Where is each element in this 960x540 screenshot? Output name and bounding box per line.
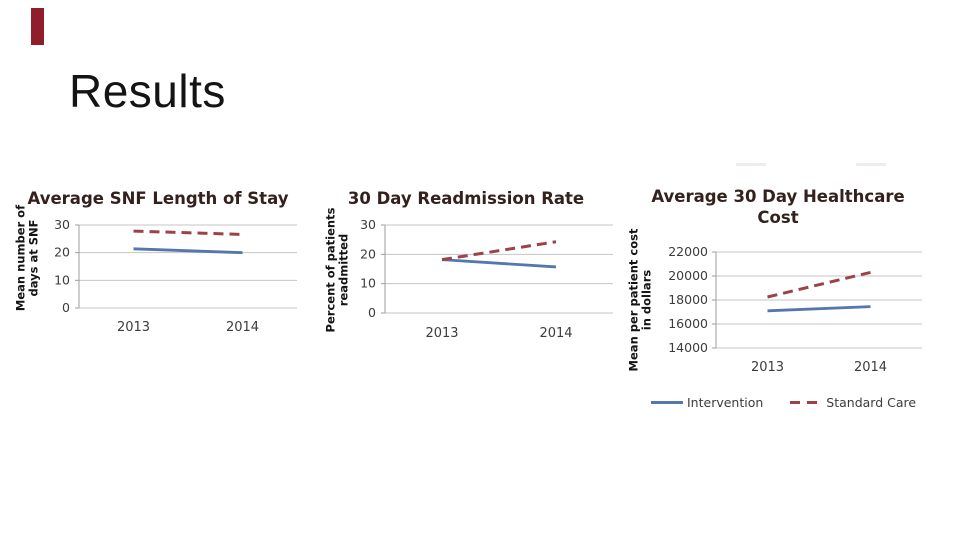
intervention-line-swatch: [651, 401, 683, 404]
artifact-smudge: [736, 163, 766, 166]
y-tick-label: 20: [54, 245, 70, 260]
y-tick-label: 10: [360, 276, 376, 291]
y-axis-title: in dollars: [640, 270, 654, 331]
chart-legend: Intervention Standard Care: [651, 395, 916, 410]
chart-title-readmission-rate: 30 Day Readmission Rate: [347, 189, 585, 208]
y-axis-title: Mean number of: [14, 204, 28, 311]
y-axis-title: Mean per patient cost: [627, 228, 641, 371]
series-line-standard-care: [441, 240, 557, 262]
y-tick-label: 30: [54, 217, 70, 232]
series-line-standard-care: [133, 229, 243, 236]
x-tick-label: 2013: [751, 360, 784, 375]
legend-label: Standard Care: [826, 395, 917, 410]
line-chart-snf-length-of-stay: 0 10 20 30 2013 2014 Mean number of days at SNF: [14, 204, 297, 335]
y-tick-label: 14000: [668, 340, 708, 355]
x-tick-label: 2014: [226, 320, 259, 335]
artifact-smudge: [856, 163, 886, 166]
series-line-intervention: [441, 258, 557, 269]
y-tick-label: 0: [368, 305, 376, 320]
x-tick-label: 2014: [854, 360, 887, 375]
series-line-intervention: [133, 247, 243, 255]
slide-title: Results: [69, 65, 226, 117]
y-tick-label: 20000: [668, 268, 708, 283]
standard-care-line-swatch: [790, 401, 823, 404]
y-tick-label: 30: [360, 217, 376, 232]
y-axis-title: readmitted: [337, 234, 351, 306]
y-axis-title: days at SNF: [27, 219, 41, 296]
legend-item-intervention: Intervention: [651, 395, 763, 410]
chart-title-snf-length-of-stay: Average SNF Length of Stay: [27, 189, 289, 208]
y-tick-label: 22000: [668, 244, 708, 259]
x-tick-label: 2013: [117, 320, 150, 335]
x-tick-label: 2014: [539, 326, 572, 341]
y-axis-title: Percent of patients: [324, 207, 338, 332]
legend-label: Intervention: [687, 395, 764, 410]
series-line-standard-care: [767, 270, 871, 299]
y-tick-label: 20: [360, 246, 376, 261]
y-tick-label: 18000: [668, 292, 708, 307]
accent-bar: [31, 8, 44, 45]
chart-title-healthcare-cost: Average 30 Day Healthcare Cost: [651, 187, 905, 228]
y-tick-label: 10: [54, 272, 70, 287]
y-tick-label: 0: [62, 300, 70, 315]
legend-item-standard-care: Standard Care: [790, 395, 916, 410]
x-tick-label: 2013: [425, 326, 458, 341]
series-line-intervention: [767, 305, 871, 313]
line-chart-healthcare-cost: 14000 16000 18000 20000 22000 2013 2014 Mean pe…: [627, 228, 922, 375]
y-tick-label: 16000: [668, 316, 708, 331]
line-chart-readmission-rate: 0 10 20 30 2013 2014 Percent of patients readmi…: [324, 207, 613, 341]
